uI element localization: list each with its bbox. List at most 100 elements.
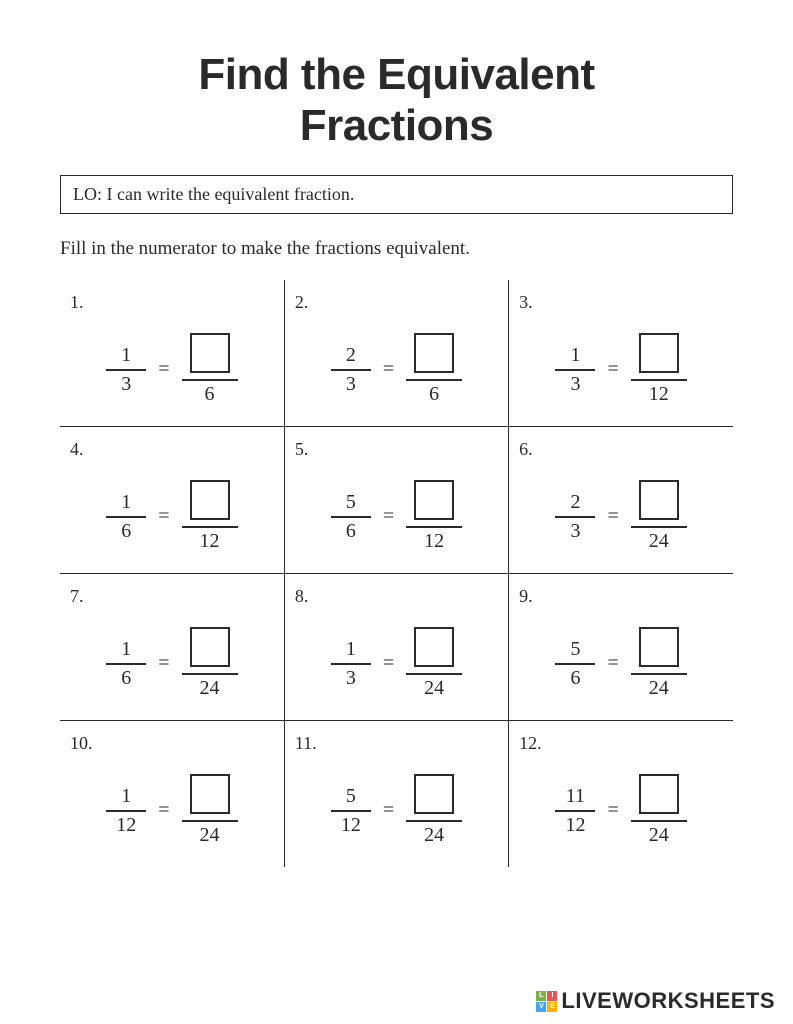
numerator: 11 [566,783,585,810]
given-fraction: 1112 [555,783,595,839]
fraction-equation: 512 = 24 [295,772,498,849]
badge-cell: E [547,1002,557,1012]
watermark: LIVE LIVEWORKSHEETS [536,988,775,1014]
question-number: 7. [70,586,274,607]
denominator: 3 [346,665,356,692]
question-number: 8. [295,586,498,607]
denominator: 6 [346,518,356,545]
equals-sign: = [605,652,620,675]
answer-box-wrapper [414,772,454,820]
learning-objective-text: LO: I can write the equivalent fraction. [73,184,354,204]
fraction-equation: 112=24 [70,772,274,849]
answer-input-box[interactable] [414,480,454,520]
question-number: 10. [70,733,274,754]
answer-fraction: 24 [182,772,238,849]
equals-sign: = [381,358,396,381]
numerator: 2 [570,489,580,516]
denominator: 6 [121,518,131,545]
problem-cell: 9.56=24 [509,574,733,721]
question-number: 5. [295,439,498,460]
numerator: 1 [121,489,131,516]
denominator: 12 [424,528,444,555]
answer-box-wrapper [190,625,230,673]
denominator: 6 [121,665,131,692]
answer-input-box[interactable] [639,774,679,814]
page-title: Find the Equivalent Fractions [60,50,733,151]
answer-fraction: 6 [182,331,238,408]
answer-fraction: 12 [631,331,687,408]
answer-input-box[interactable] [414,333,454,373]
watermark-text: LIVEWORKSHEETS [561,988,775,1014]
equals-sign: = [156,799,171,822]
answer-box-wrapper [190,331,230,379]
fraction-equation: 1112=24 [519,772,723,849]
answer-fraction: 12 [182,478,238,555]
numerator: 5 [346,489,356,516]
answer-fraction: 6 [406,331,462,408]
answer-input-box[interactable] [190,480,230,520]
given-fraction: 512 [331,783,371,839]
equals-sign: = [381,652,396,675]
given-fraction: 23 [331,342,371,398]
fraction-equation: 16 = 12 [70,478,274,555]
answer-box-wrapper [639,625,679,673]
answer-box-wrapper [190,478,230,526]
learning-objective-box: LO: I can write the equivalent fraction. [60,175,733,214]
problem-cell: 8. 13 = 24 [284,574,508,721]
equals-sign: = [156,505,171,528]
question-number: 2. [295,292,498,313]
question-number: 6. [519,439,723,460]
answer-box-wrapper [639,331,679,379]
given-fraction: 23 [555,489,595,545]
answer-input-box[interactable] [639,333,679,373]
fraction-equation: 56 = 12 [295,478,498,555]
given-fraction: 13 [555,342,595,398]
denominator: 3 [570,371,580,398]
numerator: 2 [346,342,356,369]
answer-input-box[interactable] [190,627,230,667]
denominator: 6 [429,381,439,408]
question-number: 1. [70,292,274,313]
answer-input-box[interactable] [190,333,230,373]
problem-cell: 7. 16=24 [60,574,284,721]
equals-sign: = [605,799,620,822]
numerator: 5 [346,783,356,810]
denominator: 24 [200,822,220,849]
problem-cell: 12.1112=24 [509,721,733,868]
answer-input-box[interactable] [639,480,679,520]
denominator: 24 [200,675,220,702]
problem-cell: 1.13=6 [60,280,284,427]
answer-fraction: 12 [406,478,462,555]
fraction-equation: 16=24 [70,625,274,702]
denominator: 12 [565,812,585,839]
answer-fraction: 24 [406,772,462,849]
answer-fraction: 24 [631,625,687,702]
answer-input-box[interactable] [190,774,230,814]
equals-sign: = [156,358,171,381]
equals-sign: = [381,799,396,822]
problem-cell: 2. 23 = 6 [284,280,508,427]
denominator: 12 [200,528,220,555]
equals-sign: = [605,358,620,381]
problem-cell: 5. 56 = 12 [284,427,508,574]
numerator: 1 [570,342,580,369]
question-number: 12. [519,733,723,754]
denominator: 12 [116,812,136,839]
problems-grid: 1.13=62.23=63.13=124.16=125.56=126.23=24… [60,280,733,867]
answer-fraction: 24 [182,625,238,702]
given-fraction: 13 [331,636,371,692]
title-line-1: Find the Equivalent [198,50,594,99]
answer-box-wrapper [190,772,230,820]
equals-sign: = [381,505,396,528]
answer-input-box[interactable] [414,627,454,667]
equals-sign: = [605,505,620,528]
question-number: 11. [295,733,498,754]
problem-cell: 3.13=12 [509,280,733,427]
denominator: 24 [424,675,444,702]
given-fraction: 56 [331,489,371,545]
answer-input-box[interactable] [639,627,679,667]
answer-input-box[interactable] [414,774,454,814]
problem-cell: 10.112=24 [60,721,284,868]
fraction-equation: 13 = 12 [519,331,723,408]
answer-box-wrapper [414,331,454,379]
